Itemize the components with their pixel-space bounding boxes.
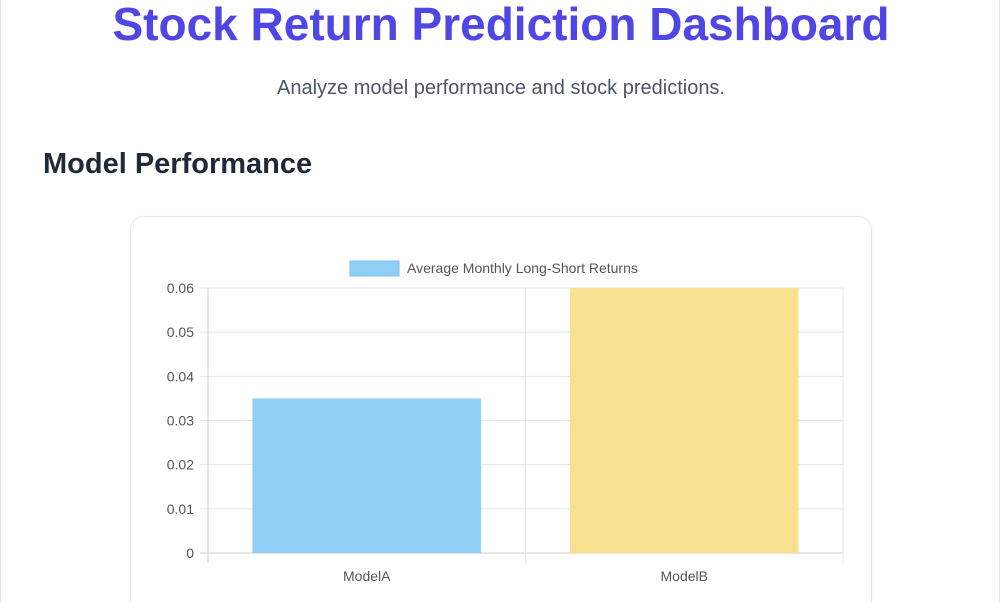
y-tick-label: 0.04 xyxy=(167,368,194,384)
legend-label: Average Monthly Long-Short Returns xyxy=(407,260,638,276)
bar-modelb xyxy=(569,288,799,553)
model-performance-heading: Model Performance xyxy=(43,148,313,180)
y-tick-label: 0.03 xyxy=(167,413,194,429)
y-tick-label: 0.01 xyxy=(167,501,194,517)
x-tick-label: ModelB xyxy=(661,568,708,584)
model-performance-chart-card: 0 0.01 0.02 0.03 0.04 0.05 0.06 ModelA ModelB Ave… xyxy=(130,216,872,602)
y-tick-label: 0.06 xyxy=(167,280,194,296)
y-tick-label: 0.02 xyxy=(167,457,194,473)
page-subtitle: Analyze model performance and stock pred… xyxy=(276,77,725,99)
x-tick-label: ModelA xyxy=(343,568,391,584)
model-performance-chart: 0 0.01 0.02 0.03 0.04 0.05 0.06 ModelA ModelB Ave… xyxy=(167,260,844,584)
bar-modela xyxy=(252,398,482,553)
y-tick-label: 0.05 xyxy=(167,324,194,340)
legend-swatch xyxy=(349,260,400,277)
y-tick-label: 0 xyxy=(186,545,194,561)
page-title: Stock Return Prediction Dashboard xyxy=(112,0,890,50)
